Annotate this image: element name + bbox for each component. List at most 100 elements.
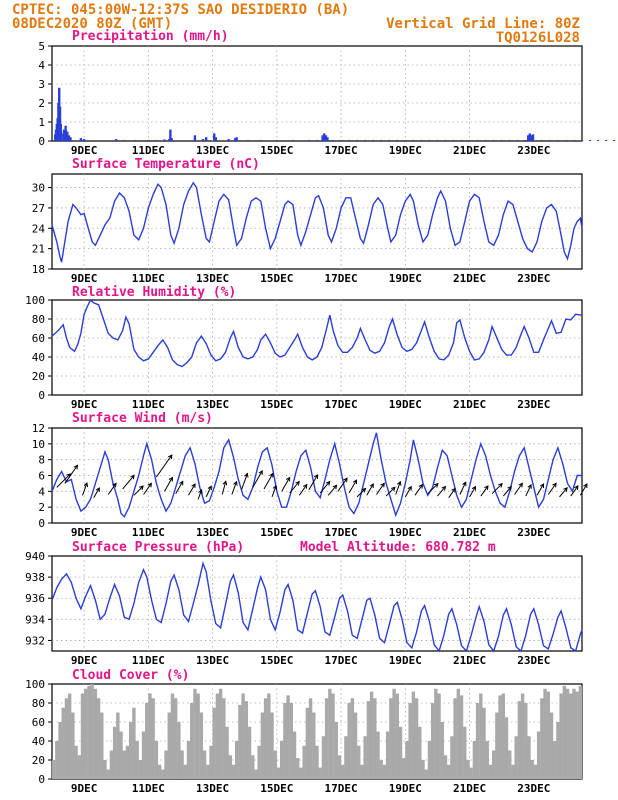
- cloud-cover-bar: [450, 736, 454, 779]
- precipitation-bar: [564, 140, 568, 141]
- cloud-cover-bar: [472, 741, 477, 779]
- cloud-cover-bar: [177, 722, 181, 779]
- precipitation-bar: [321, 135, 324, 141]
- precipitation-bar: [531, 134, 535, 141]
- humidity-x-tick-label: 9DEC: [71, 398, 98, 411]
- pressure-x-tick-label: 13DEC: [196, 654, 229, 667]
- cloud-cover-bar: [55, 741, 59, 779]
- pressure-x-tick-label: 9DEC: [71, 654, 98, 667]
- cloud-cover-bar: [546, 691, 550, 779]
- cloud-cover-bar: [488, 764, 493, 779]
- precipitation-bar: [193, 135, 197, 141]
- cloud-cover-bar: [556, 722, 560, 779]
- cloud-cover-bar: [389, 698, 393, 779]
- cloud-cover-bar: [369, 691, 374, 779]
- temperature-x-tick-label: 9DEC: [71, 272, 98, 285]
- cloud-cover-bar: [173, 698, 178, 779]
- humidity-y-tick-label: 20: [32, 370, 45, 383]
- precipitation-bar: [588, 140, 592, 141]
- humidity-x-tick-label: 11DEC: [132, 398, 165, 411]
- precipitation-bar: [82, 139, 86, 141]
- wind-arrow: [514, 482, 523, 495]
- precipitation-bar: [444, 140, 447, 141]
- pressure-x-tick-label: 19DEC: [389, 654, 422, 667]
- wind-arrow: [319, 480, 331, 494]
- cloud-cover-bar: [164, 750, 168, 779]
- precipitation-bar: [363, 140, 367, 141]
- cloud-cover-bar: [411, 691, 416, 779]
- cloud-cover-bar: [398, 726, 403, 779]
- cloud-cover-bar: [517, 701, 522, 779]
- precipitation-bar: [526, 135, 530, 141]
- wind-panel: Surface Wind (m/s) 9DEC 11DEC 13DEC 15DEC 17…: [32, 411, 588, 539]
- humidity-x-tick-label: 19DEC: [389, 398, 422, 411]
- cloud-cover-bar: [328, 688, 332, 779]
- temperature-x-tick-label: 15DEC: [260, 272, 293, 285]
- cloud-cover-bar: [154, 741, 159, 779]
- cloud-cover-bar: [84, 688, 88, 779]
- cloud-cover-bar: [392, 688, 396, 779]
- cloud-cover-bar: [112, 726, 117, 779]
- precipitation-bar: [67, 135, 71, 141]
- model-altitude-label: Model Altitude: 680.782 m: [300, 540, 496, 555]
- cloud-cover-bar: [543, 688, 547, 779]
- humidity-x-tick-label: 15DEC: [260, 398, 293, 411]
- cloud-cover-bar: [196, 693, 200, 779]
- cloud-cover-bar: [251, 755, 255, 779]
- precipitation-bar: [460, 140, 463, 141]
- precipitation-bar: [213, 133, 216, 141]
- precipitation-bar: [169, 129, 172, 141]
- wind-arrow: [427, 482, 439, 495]
- cloud-cover-bar: [552, 741, 557, 779]
- precipitation-bar: [134, 140, 137, 141]
- precipitation-bar: [307, 140, 311, 141]
- cloud-cover-bar: [466, 760, 470, 779]
- precipitation-bar: [115, 139, 118, 141]
- cloud-cover-bar: [501, 693, 506, 779]
- cloud-cover-bar: [382, 764, 387, 779]
- wind-arrow: [64, 464, 79, 484]
- cloud-cover-bar: [106, 769, 110, 779]
- precipitation-bar: [155, 140, 158, 141]
- header-code: TQ0126L028: [496, 30, 580, 46]
- cloud-cover-bar: [504, 717, 509, 779]
- precipitation-bar: [420, 140, 423, 141]
- cloud-cover-bar: [161, 769, 165, 779]
- cloud-cover-bar: [572, 688, 576, 779]
- precipitation-bar: [476, 140, 479, 141]
- precipitation-bar: [204, 137, 208, 141]
- cloud-cover-y-tick-label: 80: [32, 697, 45, 710]
- cloud-cover-bar: [379, 760, 383, 779]
- wind-arrow: [579, 483, 588, 496]
- cloud-cover-bar: [202, 750, 207, 779]
- cloud-cover-bar: [514, 736, 518, 779]
- temperature-line: [51, 181, 583, 263]
- wind-arrow: [122, 474, 135, 490]
- cloud-cover-bar: [186, 741, 191, 779]
- cloud-cover-bar: [437, 693, 441, 779]
- cloud-cover-bar: [430, 703, 435, 779]
- precipitation-bar: [540, 140, 544, 141]
- cloud-cover-title: Cloud Cover (%): [72, 668, 189, 683]
- cloud-cover-bar: [61, 707, 65, 779]
- wind-arrow: [289, 480, 300, 494]
- cloud-cover-bar: [459, 695, 464, 779]
- pressure-y-tick-label: 938: [25, 571, 45, 584]
- cloud-cover-y-tick-label: 20: [32, 754, 45, 767]
- temperature-x-tick-label: 21DEC: [453, 272, 486, 285]
- wind-y-tick-label: 6: [38, 470, 45, 483]
- temperature-x-tick-label: 17DEC: [325, 272, 358, 285]
- precipitation-y-tick-label: 4: [38, 59, 45, 72]
- temperature-y-tick-label: 21: [32, 243, 45, 256]
- precipitation-bar: [428, 140, 431, 141]
- cloud-cover-bar: [145, 703, 149, 779]
- pressure-line: [51, 560, 583, 653]
- wind-arrow: [437, 485, 447, 497]
- precipitation-x-tick-label: 13DEC: [196, 144, 229, 157]
- precipitation-x-tick-label: 11DEC: [132, 144, 165, 157]
- cloud-cover-bar: [324, 698, 329, 779]
- cloud-cover-y-tick-label: 40: [32, 735, 45, 748]
- cloud-cover-bar: [414, 698, 419, 779]
- temperature-x-tick-label: 19DEC: [389, 272, 422, 285]
- precipitation-x-tick-label: 17DEC: [325, 144, 358, 157]
